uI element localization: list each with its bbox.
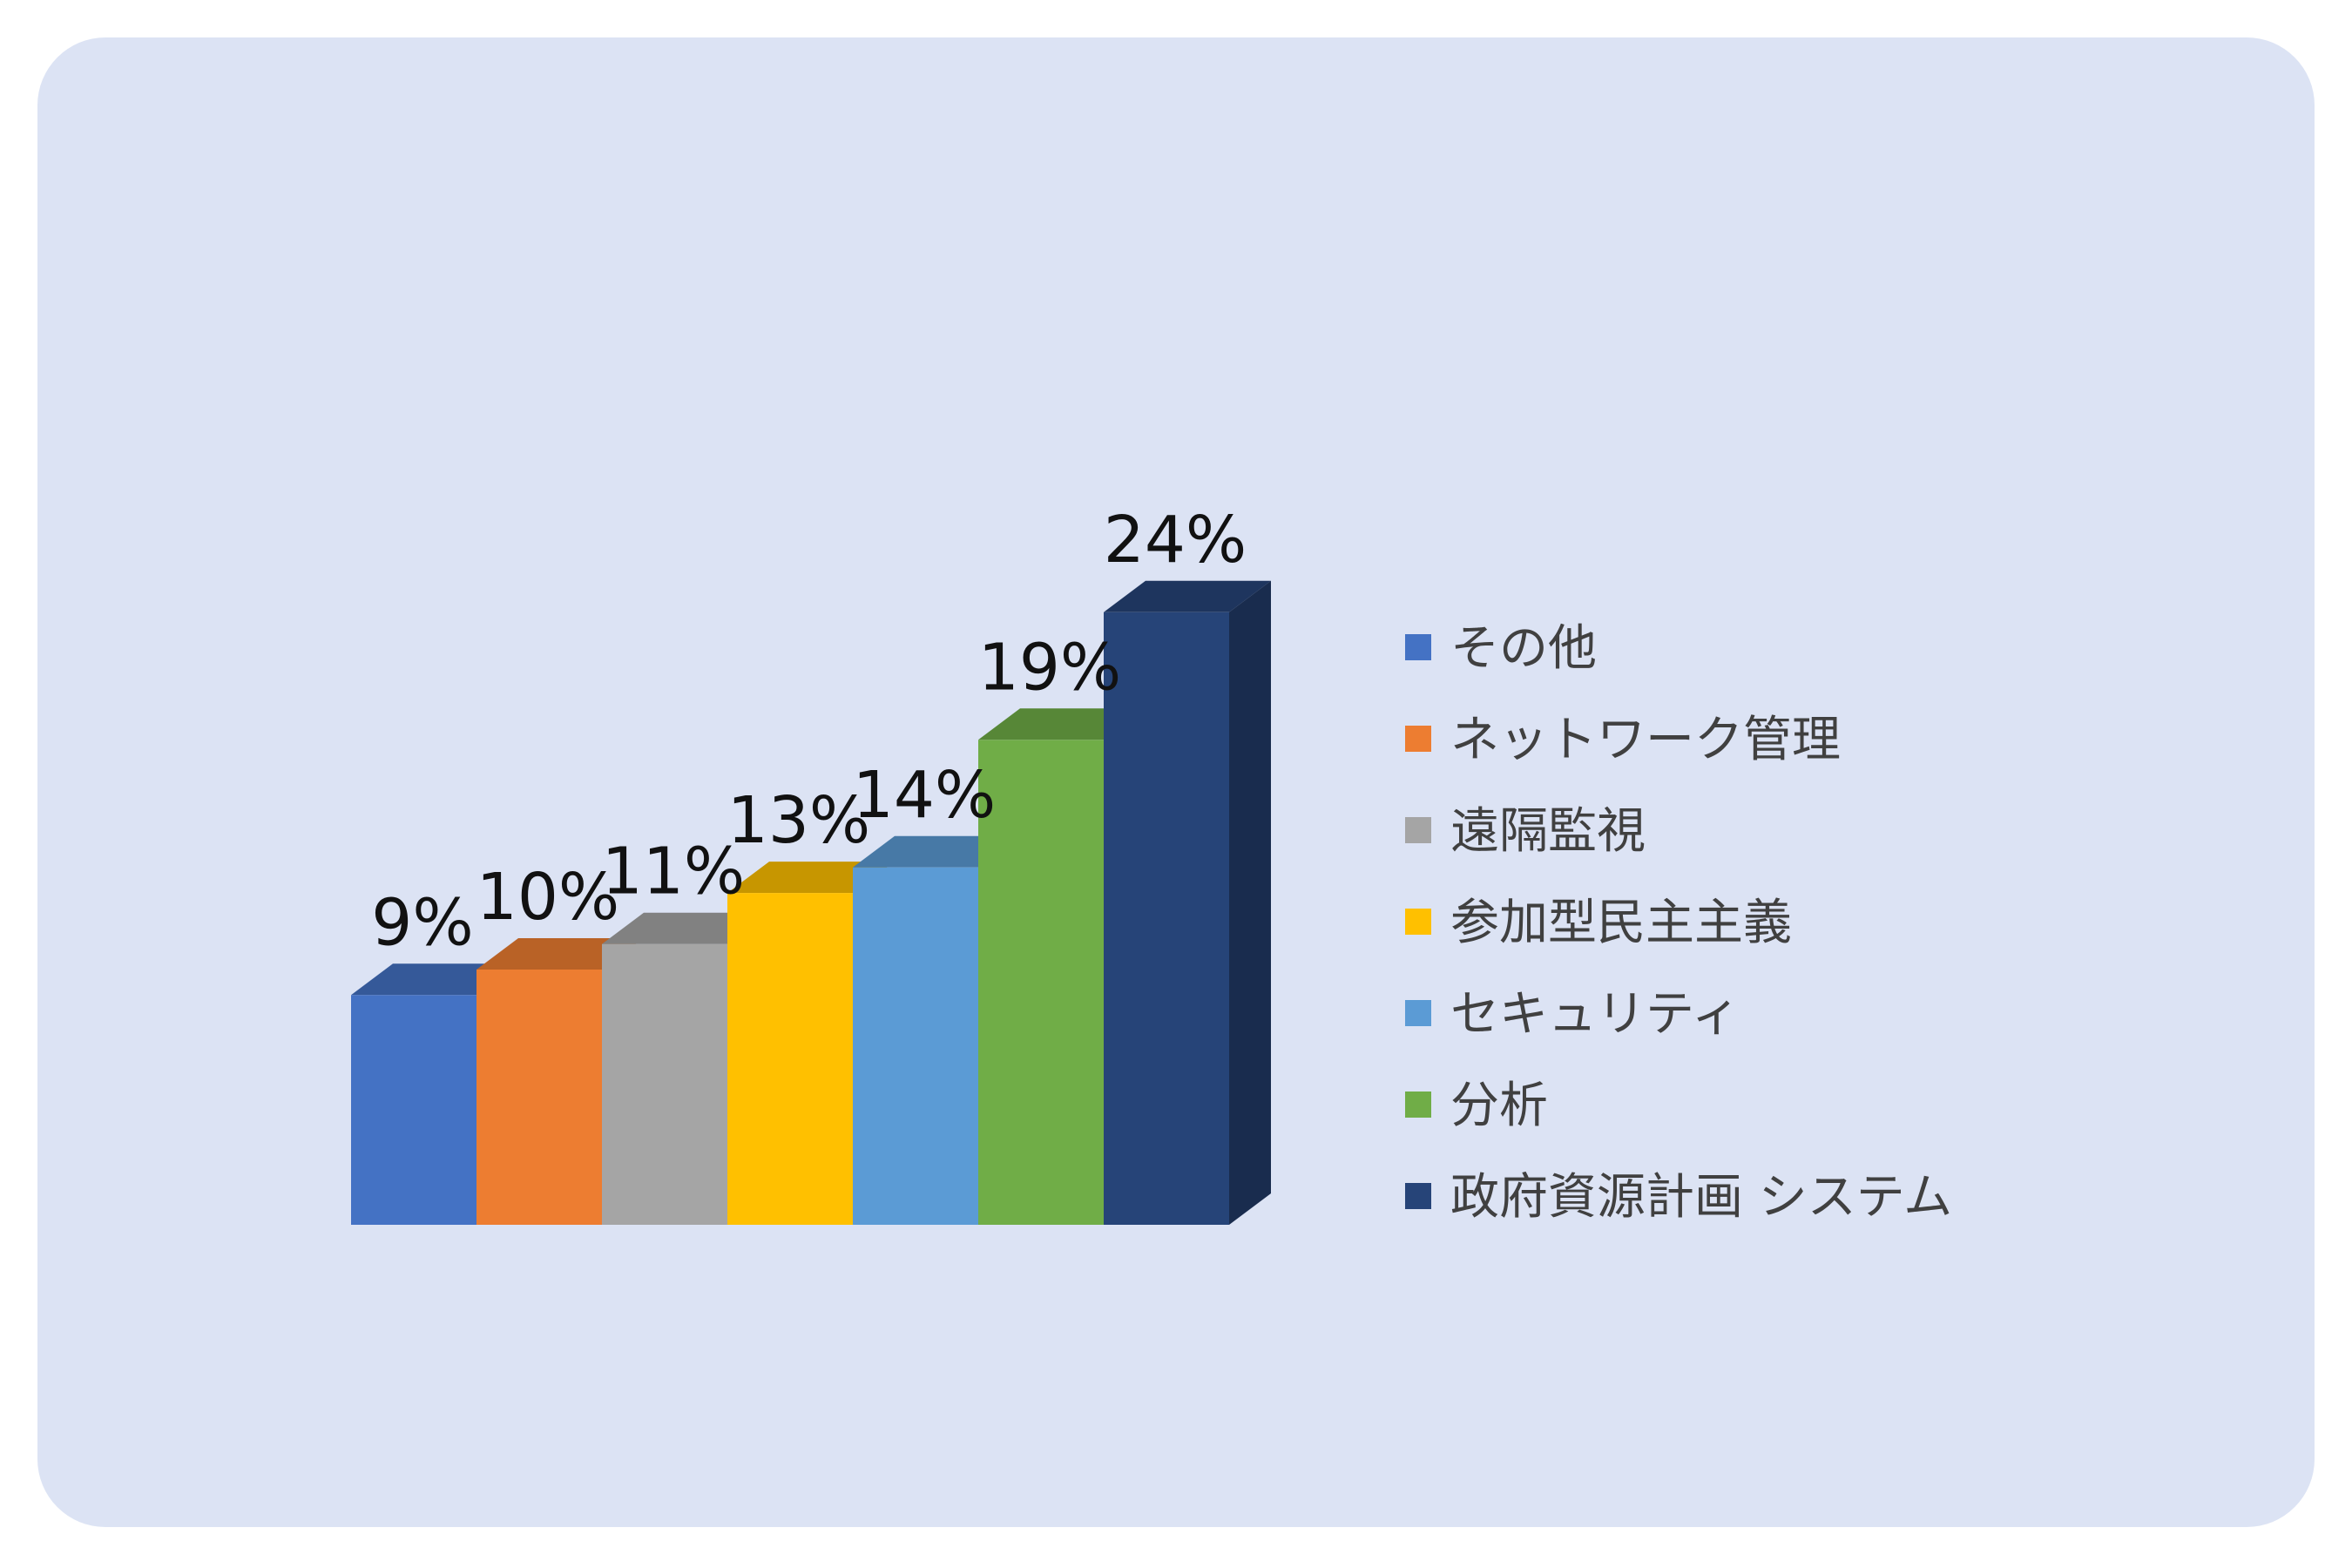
data-label: 10% [476, 860, 619, 935]
legend-swatch [1405, 1183, 1431, 1209]
bar-front-face [978, 740, 1104, 1225]
data-labels-group: 9% 10%11%13%14% 19% 24% [371, 503, 1247, 961]
legend-label: ネットワーク管理 [1450, 712, 1841, 768]
legend-swatch [1405, 634, 1431, 660]
data-label: 14% [853, 758, 996, 833]
legend-swatch [1405, 1000, 1431, 1026]
bar-7 [1104, 580, 1271, 1225]
data-label: 19% [978, 630, 1121, 705]
data-label: 9% [371, 885, 473, 960]
legend-label: 分析 [1450, 1078, 1548, 1134]
bar-top-face [1104, 580, 1271, 612]
bar-1 [351, 963, 518, 1225]
data-label: 11% [602, 835, 745, 909]
bar-chart: 9% 10%11%13%14% 19% 24% その他ネットワーク管理遠隔監視参加型民… [351, 503, 1952, 1226]
bar-6 [978, 708, 1146, 1225]
legend-item: セキュリティ [1405, 986, 1740, 1043]
bar-side-face [1229, 580, 1271, 1225]
legend-item: 政府資源計画 システム [1405, 1169, 1952, 1226]
legend-item: 参加型民主主義 [1405, 895, 1792, 951]
legend-item: その他 [1405, 620, 1597, 677]
bar-front-face [727, 893, 853, 1225]
bar-front-face [351, 995, 476, 1225]
bar-front-face [602, 943, 727, 1225]
legend-swatch [1405, 817, 1431, 843]
legend-swatch [1405, 726, 1431, 752]
legend-swatch [1405, 1092, 1431, 1118]
legend-label: 参加型民主主義 [1450, 895, 1792, 951]
bar-front-face [1104, 612, 1229, 1225]
data-label: 24% [1104, 503, 1247, 578]
data-label: 13% [727, 783, 870, 858]
legend-label: 遠隔監視 [1450, 803, 1646, 860]
legend-item: 分析 [1405, 1078, 1548, 1134]
bar-front-face [476, 970, 602, 1225]
legend-label: セキュリティ [1450, 986, 1740, 1043]
chart-card: 9% 10% 11% 13% 14% 19% 24% その他ネットワーク管理 遠隔監視参加型民… [37, 37, 2315, 1527]
legend-swatch [1405, 909, 1431, 935]
legend-label: その他 [1450, 620, 1597, 677]
legend-item: 遠隔監視 [1405, 803, 1646, 860]
bar-front-face [853, 867, 978, 1225]
bars-group [351, 580, 1271, 1225]
legend-label: 政府資源計画 システム [1450, 1169, 1952, 1226]
legend-item: ネットワーク管理 [1405, 712, 1841, 768]
